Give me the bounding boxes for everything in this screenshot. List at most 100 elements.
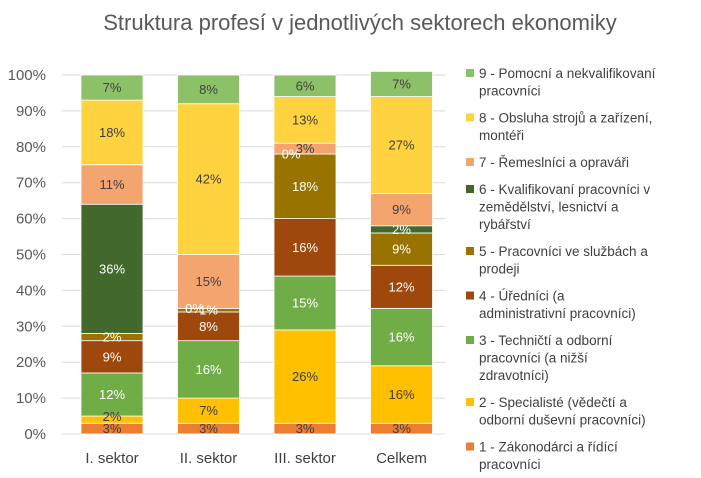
data-label: 18% <box>99 125 125 140</box>
legend-item: 2 - Specialisté (vědečtí a odborní duševn… <box>466 395 646 428</box>
data-label: 15% <box>292 295 318 310</box>
bar-segment <box>273 153 337 219</box>
legend-swatch <box>466 113 474 122</box>
legend-label: 7 - Řemeslníci a opraváři <box>479 155 629 170</box>
bar-segment <box>80 372 144 417</box>
data-label: 36% <box>99 261 125 276</box>
y-tick-label: 90% <box>16 103 46 120</box>
data-label: 18% <box>292 179 318 194</box>
y-tick-label: 50% <box>16 247 46 264</box>
data-label: 0% <box>282 146 301 161</box>
y-axis: 0% 10% 20% 30% 40% 50% 60% 70% 80% 90% 100% <box>8 67 46 443</box>
y-tick-label: 100% <box>8 67 46 84</box>
data-label: 27% <box>388 138 414 153</box>
bar-segment <box>370 193 433 227</box>
data-label: 8% <box>199 82 218 97</box>
data-label: 2% <box>103 330 122 345</box>
legend-label: 2 - Specialisté (vědečtí a <box>479 395 627 410</box>
bar-segment <box>80 74 144 101</box>
data-label: 3% <box>296 141 315 156</box>
legend-label: 1 - Zákonodárci a řídící <box>479 440 618 455</box>
y-tick-label: 70% <box>16 175 46 192</box>
legend-item: 4 - Úředníci (a administrativní pracovníc… <box>466 289 636 321</box>
y-tick-label: 40% <box>16 282 46 299</box>
legend-label: zemědělství, lesnictví a <box>479 200 619 215</box>
legend-label: montéři <box>479 128 524 143</box>
data-label: 16% <box>388 330 414 345</box>
y-tick-label: 30% <box>16 318 46 335</box>
chart-title: Struktura profesí v jednotlivých sektore… <box>103 10 617 35</box>
legend-swatch <box>466 291 474 300</box>
legend-item: 3 - Techničtí a odborní pracovníci (a niž… <box>466 333 613 383</box>
data-label: 9% <box>103 349 122 364</box>
data-label: 9% <box>392 202 411 217</box>
bar-segment <box>80 340 144 374</box>
data-label: 12% <box>99 387 125 402</box>
data-label: 7% <box>103 80 122 95</box>
y-tick-label: 0% <box>24 426 46 443</box>
bar-segment <box>80 164 144 205</box>
bar-segment <box>177 254 240 309</box>
x-tick-label: I. sektor <box>85 450 138 467</box>
data-label: 2% <box>392 222 411 237</box>
bar-segment <box>370 365 433 424</box>
legend-label: 5 - Pracovníci ve službách a <box>479 244 648 259</box>
data-label: 16% <box>388 387 414 402</box>
legend-label: odborní duševní pracovníci) <box>479 413 646 428</box>
data-label: 7% <box>199 403 218 418</box>
data-label: 0% <box>185 301 204 316</box>
data-label: 26% <box>292 369 318 384</box>
y-tick-label: 60% <box>16 211 46 228</box>
data-label: 1% <box>199 303 218 318</box>
y-tick-label: 80% <box>16 139 46 156</box>
data-label: 7% <box>392 76 411 91</box>
legend-item: 6 - Kvalifikovaní pracovníci v zemědělstv… <box>466 182 650 232</box>
legend-label: prodeji <box>479 262 520 277</box>
legend-label: 6 - Kvalifikovaní pracovníci v <box>479 182 650 197</box>
y-tick-label: 10% <box>16 390 46 407</box>
bar-segment <box>80 203 144 334</box>
bar-segment <box>273 275 337 331</box>
data-label: 2% <box>103 409 122 424</box>
bar-segment <box>273 74 337 97</box>
x-tick-label: Celkem <box>376 450 427 467</box>
legend-label: administrativní pracovníci) <box>479 306 636 321</box>
bar-segment <box>177 103 240 255</box>
bar-segment <box>370 232 433 266</box>
data-label: 3% <box>296 421 315 436</box>
bar-segment <box>273 218 337 277</box>
x-tick-label: III. sektor <box>274 450 336 467</box>
legend-swatch <box>466 336 474 344</box>
bar-segment <box>370 96 433 194</box>
bar-segment <box>80 99 144 166</box>
y-tick-label: 20% <box>16 354 46 371</box>
data-label: 9% <box>392 242 411 257</box>
legend-swatch <box>466 247 474 255</box>
bar-segment <box>177 74 240 105</box>
legend-item: 1 - Zákonodárci a řídící pracovníci <box>466 440 618 472</box>
data-label: 3% <box>199 421 218 436</box>
legend-label: rybářství <box>479 217 531 232</box>
data-label: 6% <box>296 78 315 93</box>
data-label: 11% <box>99 177 124 192</box>
legend-label: pracovníci <box>479 84 541 99</box>
legend-item: 7 - Řemeslníci a opraváři <box>466 155 629 170</box>
legend-item: 5 - Pracovníci ve službách a prodeji <box>466 244 648 277</box>
x-tick-label: II. sektor <box>180 450 238 467</box>
data-label: 42% <box>195 172 221 187</box>
legend-swatch <box>466 69 474 77</box>
legend-label: pracovníci <box>479 457 541 472</box>
legend-label: 4 - Úředníci (a <box>479 289 565 304</box>
legend-swatch <box>466 185 474 193</box>
bar-segment <box>273 96 337 144</box>
data-label: 8% <box>199 319 218 334</box>
legend-label: 8 - Obsluha strojů a zařízení, <box>479 111 652 126</box>
bar-segment <box>370 71 433 97</box>
x-axis: I. sektor II. sektor III. sektor Celkem <box>85 450 427 467</box>
legend-label: 9 - Pomocní a nekvalifikovaní <box>479 66 656 81</box>
data-label: 16% <box>292 240 318 255</box>
bars: 3%2%12%9%2%36%11%18%7%3%7%16%8%1%0%15%42… <box>80 71 433 436</box>
data-label: 13% <box>292 112 318 127</box>
bar-segment <box>370 307 433 367</box>
